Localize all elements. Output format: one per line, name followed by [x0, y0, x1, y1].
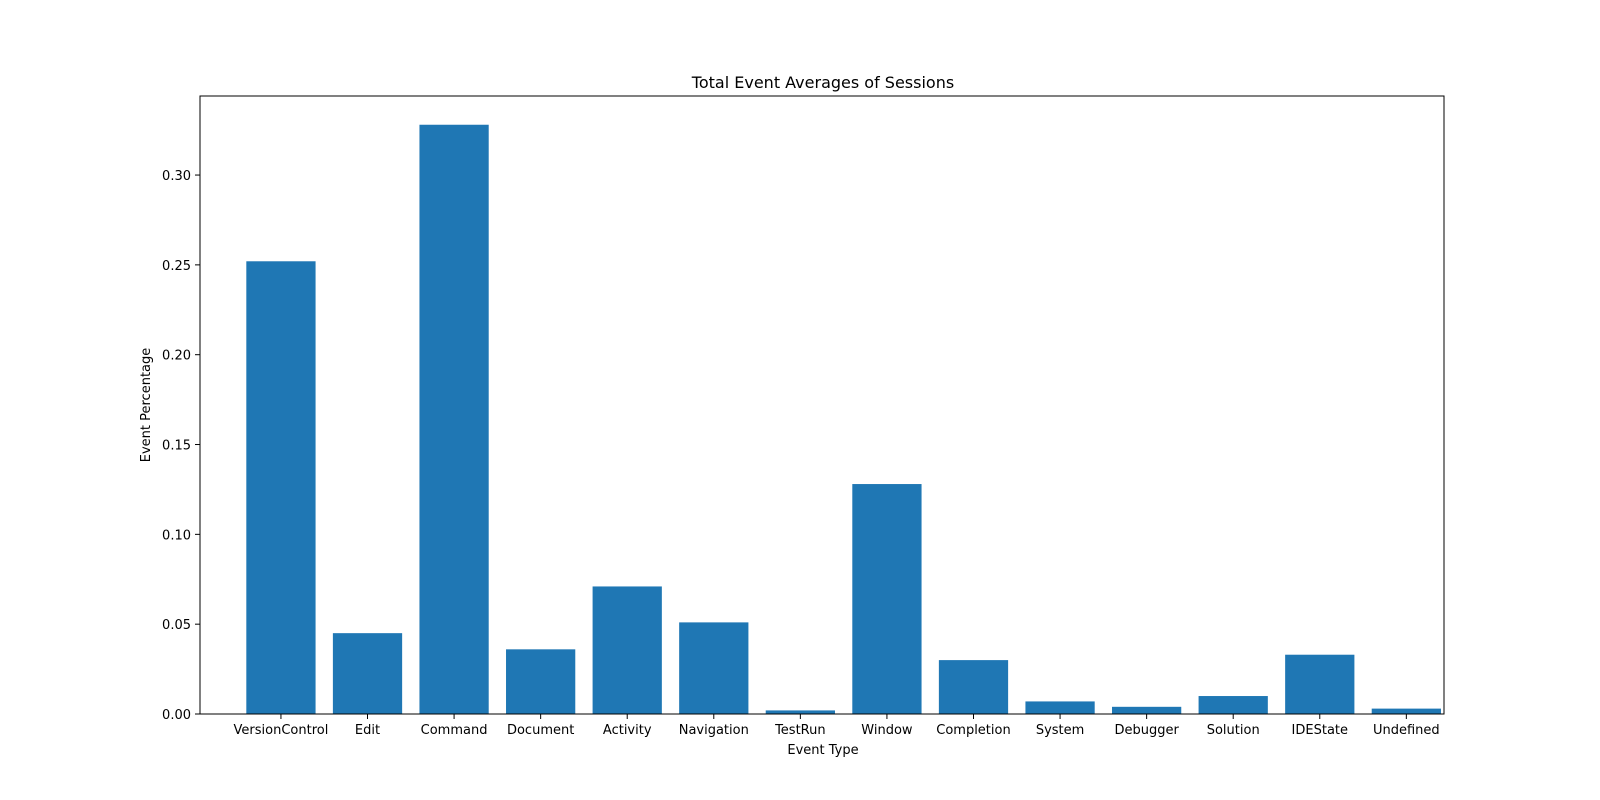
y-axis: 0.00 0.05 0.10 0.15 0.20 0.25 0.30 — [162, 169, 200, 723]
bar-idestate — [1285, 654, 1355, 714]
x-tick-label: Activity — [603, 723, 652, 738]
y-axis-title: Event Percentage — [139, 348, 154, 463]
plot-frame — [199, 95, 1445, 715]
x-tick-label: Navigation — [679, 723, 749, 738]
y-tick-label: 0.05 — [162, 618, 191, 633]
x-tick-label: System — [1036, 723, 1084, 738]
x-tick-label: VersionControl — [234, 723, 329, 738]
y-tick-label: 0.25 — [162, 259, 191, 274]
bar-undefined — [1371, 708, 1441, 714]
bar-navigation — [679, 622, 749, 714]
x-tick-label: Solution — [1207, 723, 1260, 738]
bar-window — [852, 484, 922, 714]
x-tick-label: Document — [507, 723, 574, 738]
x-axis: VersionControl Edit Command Document Activit… — [234, 714, 1440, 738]
x-tick-label: IDEState — [1292, 723, 1348, 738]
y-tick-label: 0.00 — [162, 708, 191, 723]
bar-solution — [1198, 696, 1268, 714]
x-tick-label: Command — [421, 723, 488, 738]
bar-system — [1025, 701, 1095, 714]
bar-document — [506, 649, 576, 714]
y-tick-label: 0.20 — [162, 349, 191, 364]
x-tick-label: Debugger — [1114, 723, 1179, 738]
y-tick-label: 0.30 — [162, 169, 191, 184]
bar-versioncontrol — [246, 261, 316, 714]
bar-debugger — [1112, 706, 1182, 714]
x-tick-label: TestRun — [774, 723, 826, 738]
x-axis-title: Event Type — [787, 743, 858, 758]
bar-testrun — [765, 710, 835, 714]
bar-edit — [332, 633, 403, 714]
y-tick-label: 0.10 — [162, 528, 191, 543]
chart-title: Total Event Averages of Sessions — [691, 73, 954, 92]
bars-group — [246, 124, 1441, 714]
bar-activity — [592, 586, 662, 714]
bar-command — [419, 124, 489, 714]
x-tick-label: Window — [861, 723, 913, 738]
x-tick-label: Completion — [936, 723, 1010, 738]
bar-completion — [938, 660, 1009, 714]
y-tick-label: 0.15 — [162, 439, 191, 454]
x-tick-label: Undefined — [1373, 723, 1440, 738]
x-tick-label: Edit — [355, 723, 380, 738]
